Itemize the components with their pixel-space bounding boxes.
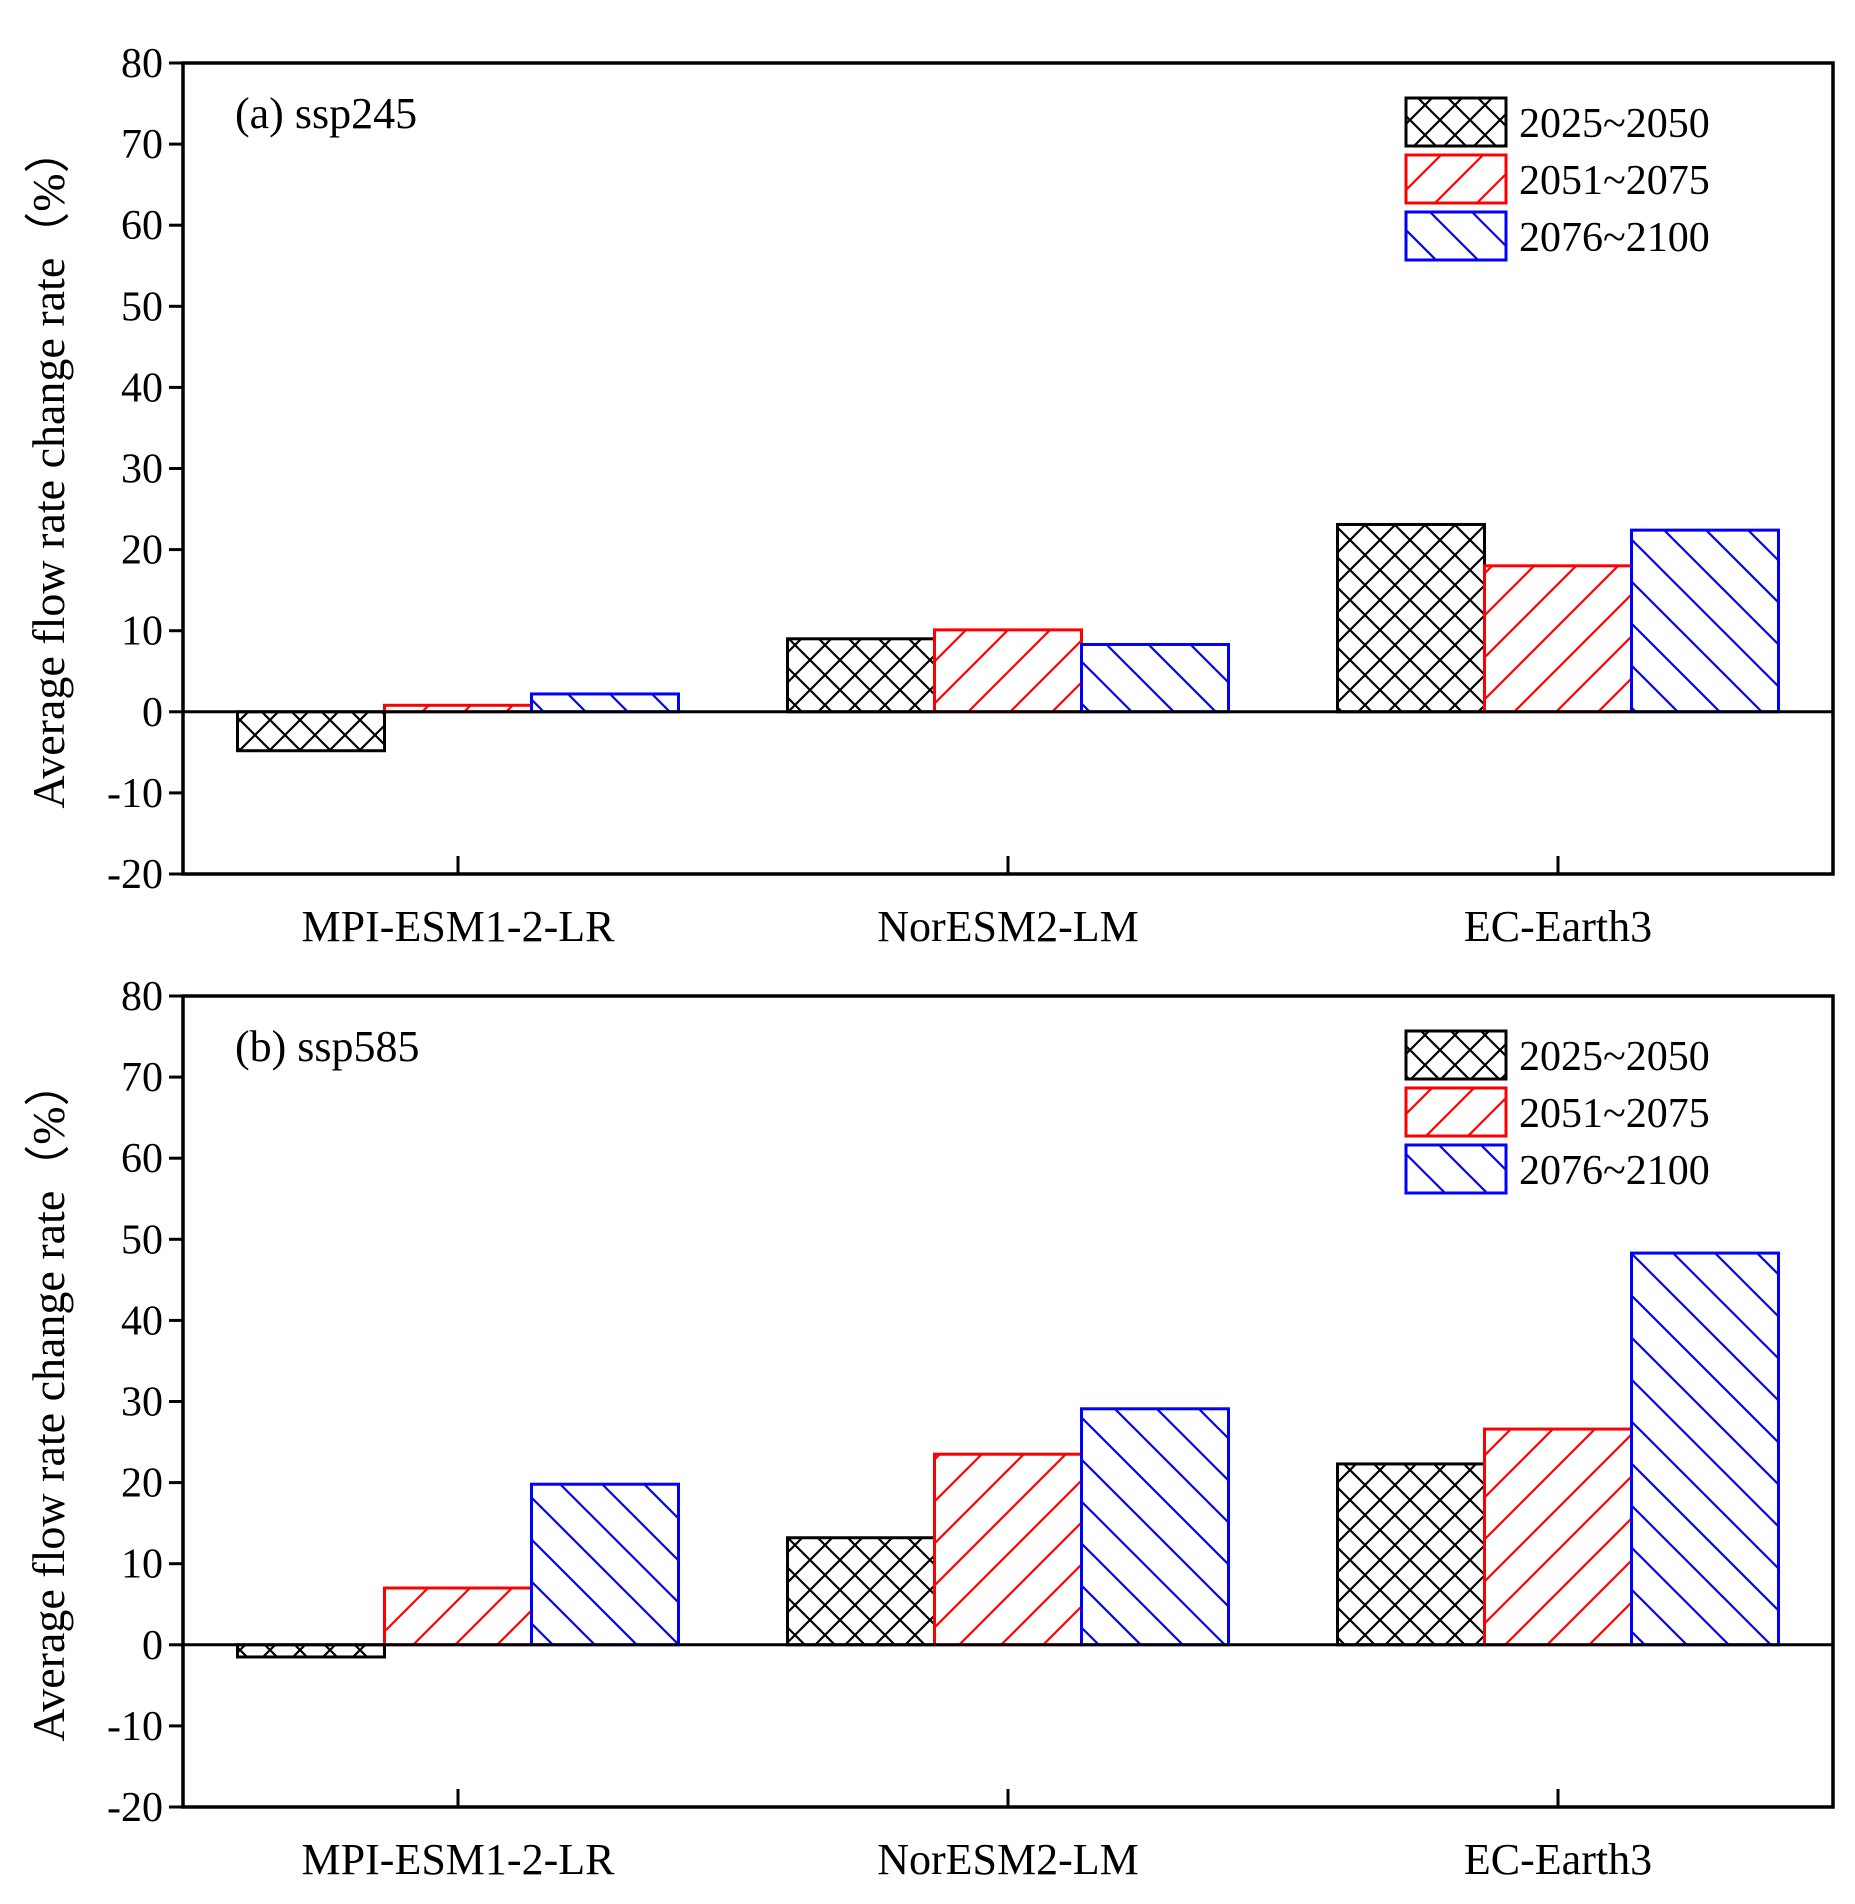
legend: 2025~2050 2051~2075 2076~2100 <box>1404 96 1710 262</box>
x-tick-label: MPI-ESM1-2-LR <box>302 1835 616 1884</box>
y-axis-ticks: -20 -10 0 10 20 30 40 50 60 70 80 <box>107 41 183 898</box>
y-tick-label: 60 <box>121 203 163 249</box>
bar-2051~2075-MPI-ESM1-2-LR <box>383 1586 533 1647</box>
bar-2076~2100-MPI-ESM1-2-LR <box>530 692 680 714</box>
legend-swatch <box>1404 96 1508 148</box>
y-tick-label: 50 <box>121 1217 163 1263</box>
y-tick-label: 80 <box>121 41 163 87</box>
y-tick-label: -10 <box>107 771 163 817</box>
legend-label: 2076~2100 <box>1519 1148 1710 1194</box>
y-axis-ticks: -20 -10 0 10 20 30 40 50 60 70 80 <box>107 974 183 1831</box>
x-tick-label: EC-Earth3 <box>1464 902 1652 951</box>
panel-a: (a) ssp245 Average flow rate change rate… <box>23 41 1835 951</box>
y-tick-label: 10 <box>121 609 163 655</box>
y-tick-label: 30 <box>121 447 163 493</box>
y-tick-label: 20 <box>121 528 163 574</box>
y-tick-label: 20 <box>121 1461 163 1507</box>
bar-2076~2100-EC-Earth3 <box>1630 1251 1780 1647</box>
bars <box>236 522 1780 753</box>
y-tick-label: 40 <box>121 365 163 411</box>
bar-2025~2050-NorESM2-LM <box>786 1536 936 1647</box>
panel-b: (b) ssp585 Average flow rate change rate… <box>23 974 1835 1884</box>
y-tick-label: 10 <box>121 1542 163 1588</box>
legend-label: 2051~2075 <box>1519 158 1710 204</box>
x-tick-label: EC-Earth3 <box>1464 1835 1652 1884</box>
legend-swatch <box>1404 1143 1508 1195</box>
y-tick-label: 30 <box>121 1380 163 1426</box>
panel-title: (b) ssp585 <box>235 1022 420 1071</box>
legend-label: 2051~2075 <box>1519 1091 1710 1137</box>
x-axis-ticks: MPI-ESM1-2-LR NorESM2-LM EC-Earth3 <box>302 856 1652 951</box>
bar-2051~2075-EC-Earth3 <box>1483 564 1633 714</box>
bar-2076~2100-EC-Earth3 <box>1630 528 1780 714</box>
y-tick-label: 80 <box>121 974 163 1020</box>
bar-2051~2075-EC-Earth3 <box>1483 1427 1633 1647</box>
bar-2051~2075-NorESM2-LM <box>933 1452 1083 1647</box>
legend-label: 2025~2050 <box>1519 101 1710 147</box>
legend-swatch <box>1404 153 1508 205</box>
x-tick-label: MPI-ESM1-2-LR <box>302 902 616 951</box>
legend-swatch <box>1404 1086 1508 1138</box>
y-axis-label: Average flow rate change rate（%） <box>23 127 74 808</box>
y-tick-label: -20 <box>107 1785 163 1831</box>
bar-2025~2050-MPI-ESM1-2-LR <box>236 1643 386 1659</box>
y-tick-label: 50 <box>121 284 163 330</box>
y-tick-label: 0 <box>142 690 163 736</box>
bar-2076~2100-MPI-ESM1-2-LR <box>530 1482 680 1647</box>
bars <box>236 1251 1780 1659</box>
panel-title: (a) ssp245 <box>235 89 417 138</box>
y-tick-label: -10 <box>107 1704 163 1750</box>
legend-label: 2076~2100 <box>1519 215 1710 261</box>
bar-2076~2100-NorESM2-LM <box>1080 1407 1230 1647</box>
bar-2025~2050-MPI-ESM1-2-LR <box>236 710 386 753</box>
bar-2076~2100-NorESM2-LM <box>1080 642 1230 714</box>
legend: 2025~2050 2051~2075 2076~2100 <box>1404 1029 1710 1195</box>
y-tick-label: -20 <box>107 852 163 898</box>
bar-2025~2050-NorESM2-LM <box>786 637 936 714</box>
y-tick-label: 70 <box>121 1055 163 1101</box>
y-tick-label: 70 <box>121 122 163 168</box>
legend-swatch <box>1404 210 1508 262</box>
y-tick-label: 60 <box>121 1136 163 1182</box>
legend-swatch <box>1404 1029 1508 1081</box>
y-tick-label: 40 <box>121 1298 163 1344</box>
y-axis-label: Average flow rate change rate（%） <box>23 1060 74 1741</box>
x-tick-label: NorESM2-LM <box>877 1835 1139 1884</box>
x-axis-ticks: MPI-ESM1-2-LR NorESM2-LM EC-Earth3 <box>302 1789 1652 1884</box>
y-tick-label: 0 <box>142 1623 163 1669</box>
x-tick-label: NorESM2-LM <box>877 902 1139 951</box>
legend-label: 2025~2050 <box>1519 1034 1710 1080</box>
bar-2051~2075-NorESM2-LM <box>933 628 1083 714</box>
bar-2025~2050-EC-Earth3 <box>1336 1462 1486 1647</box>
bar-2025~2050-EC-Earth3 <box>1336 522 1486 714</box>
